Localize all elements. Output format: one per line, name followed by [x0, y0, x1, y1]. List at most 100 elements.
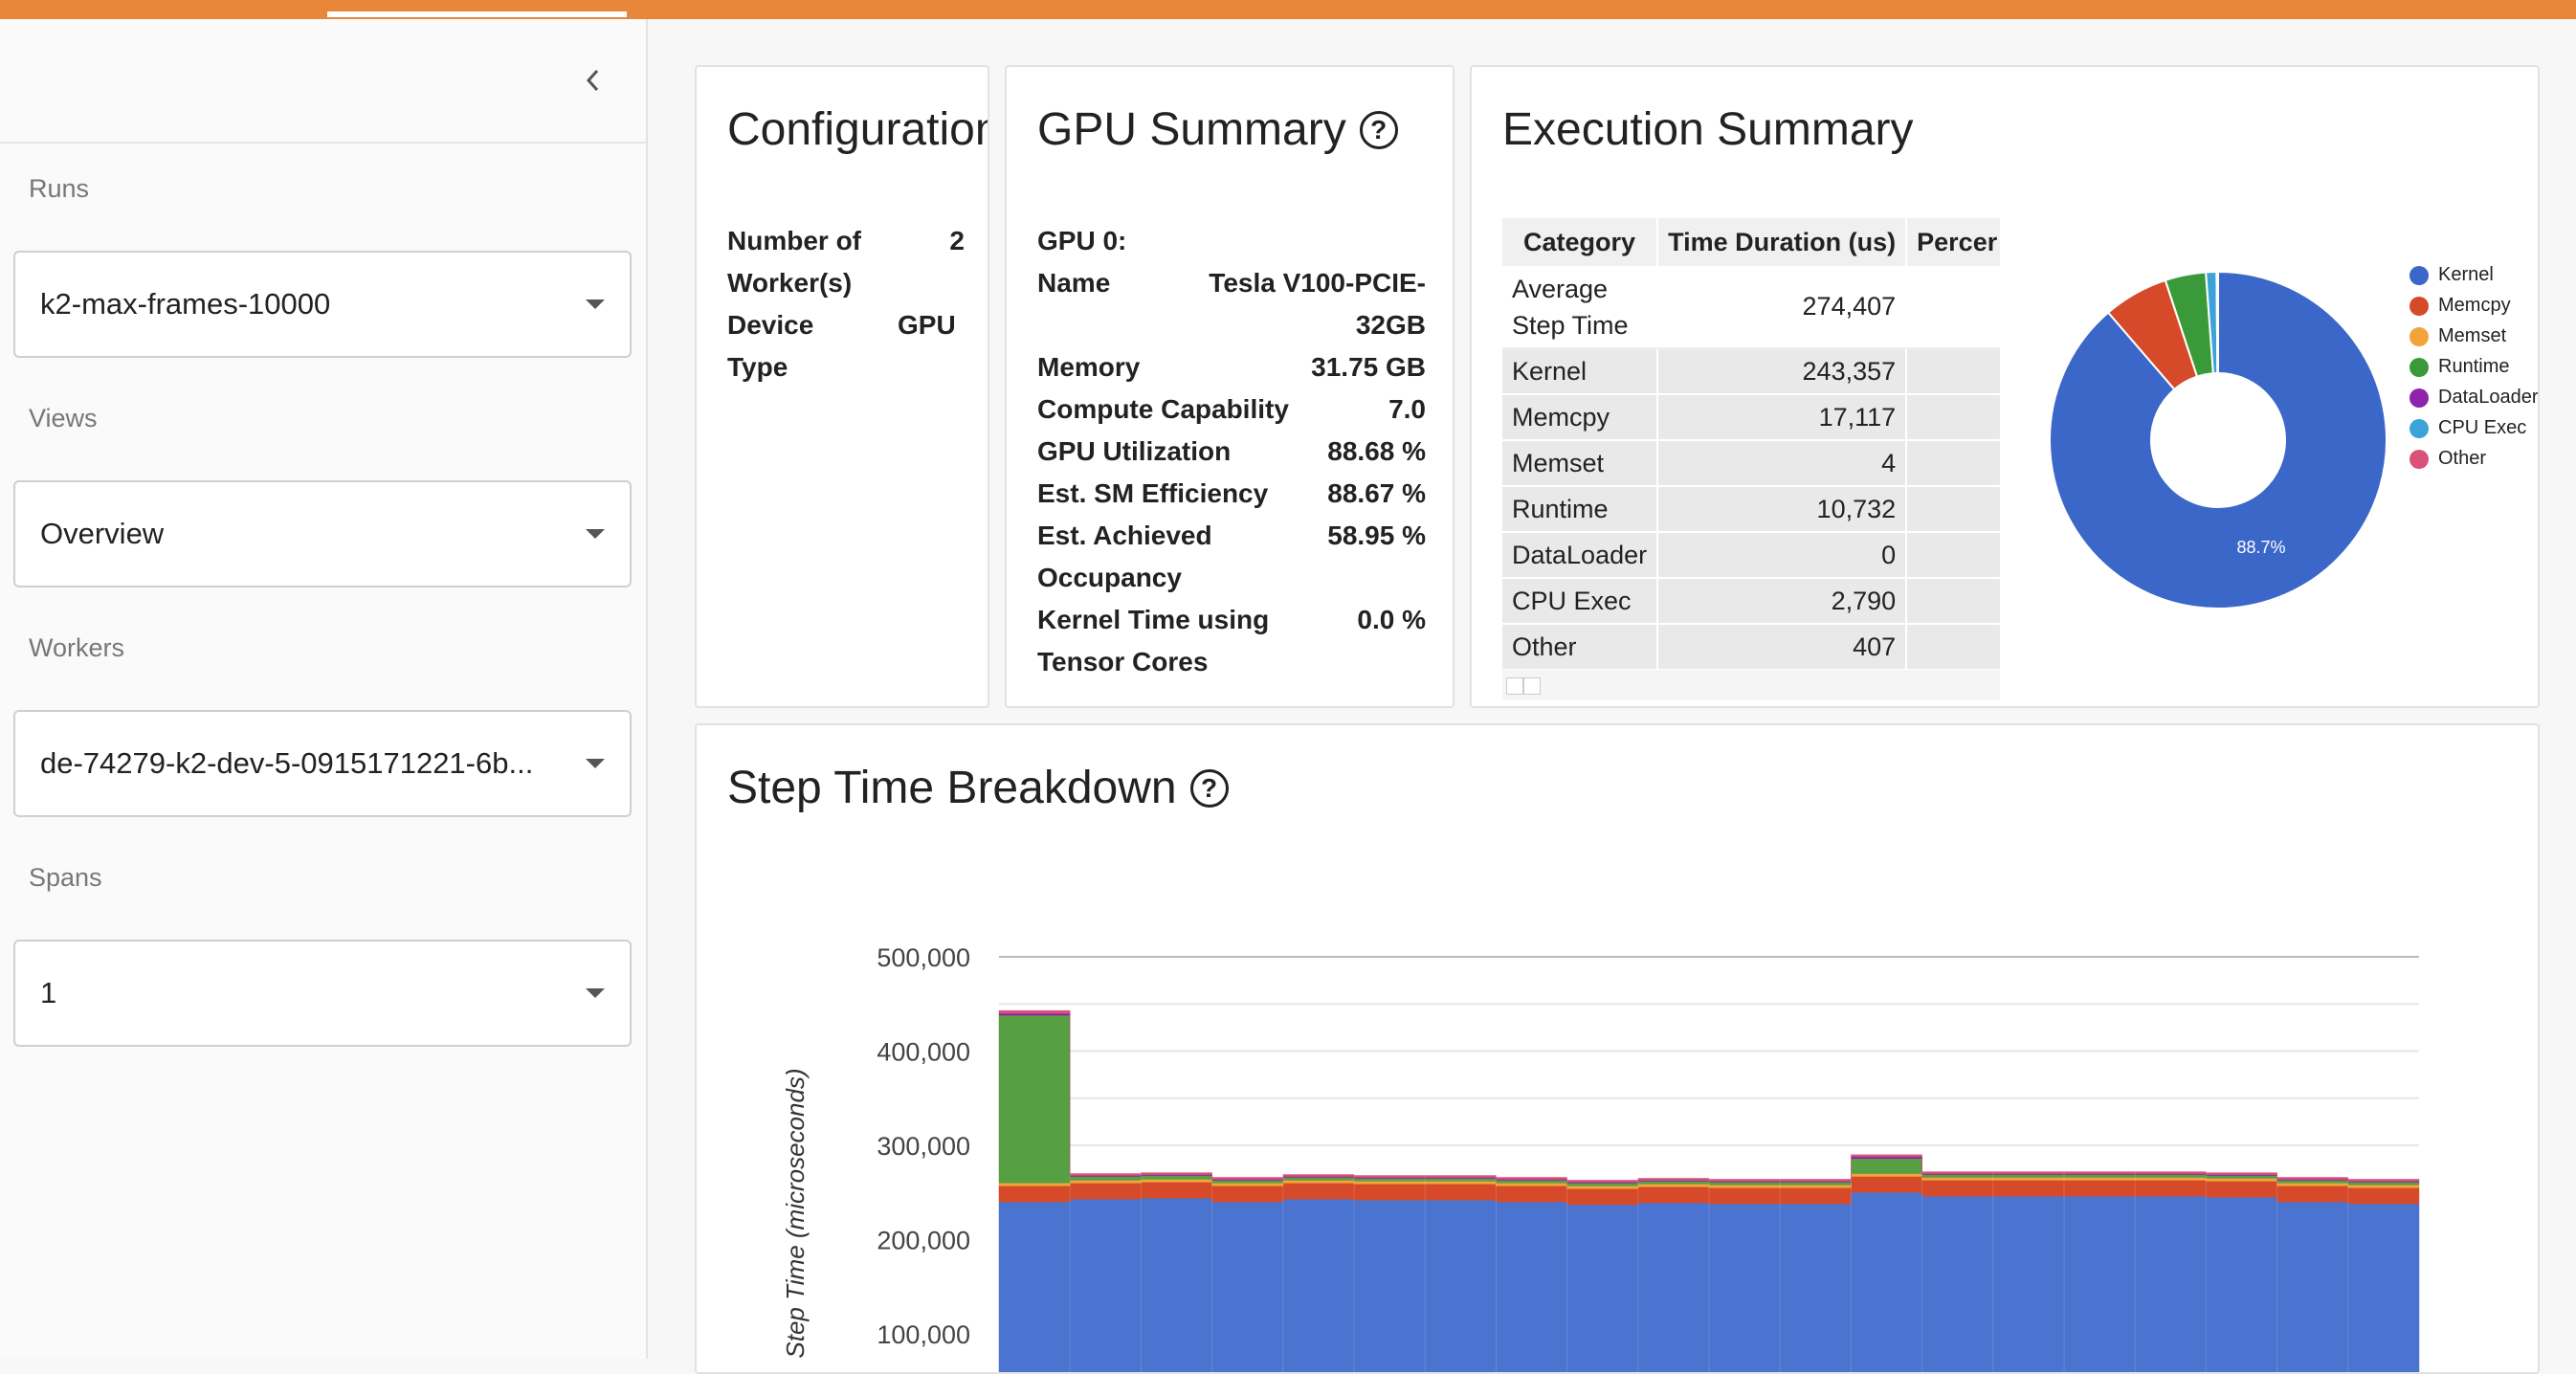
y-tick-label: 500,000 — [877, 943, 970, 972]
gpu-value: 31.75 GB — [1311, 352, 1426, 382]
config-key: Number of — [727, 226, 861, 255]
gpu-key: Occupancy — [1037, 563, 1182, 592]
gpu-value: 88.68 % — [1327, 436, 1426, 466]
legend-item-memset[interactable]: Memset — [2409, 325, 2506, 347]
runs-select[interactable]: k2-max-frames-10000 — [13, 251, 632, 358]
step-time-breakdown-card: Step Time Breakdown ? 100,000 200,000 300,… — [695, 723, 2540, 1374]
legend-label: DataLoader — [2438, 387, 2539, 408]
views-select[interactable]: Overview — [13, 480, 632, 587]
gpu-key: Est. Achieved — [1037, 521, 1212, 550]
configuration-card: Configuration Number of Worker(s) 2 Devi… — [695, 65, 989, 708]
dropdown-arrow-icon — [586, 529, 605, 539]
table-header[interactable]: Time Duration (us) — [1657, 218, 1908, 266]
legend-item-other[interactable]: Other — [2409, 448, 2486, 470]
table-header[interactable]: Percer — [1906, 218, 2000, 266]
legend-label: CPU Exec — [2438, 417, 2527, 438]
table-cell-percent — [1906, 578, 2000, 625]
category-text: Step Time — [1512, 310, 1629, 340]
help-icon[interactable]: ? — [1189, 768, 1229, 808]
table-cell-category: Runtime — [1502, 486, 1659, 533]
configuration-title: Configuration — [727, 104, 989, 155]
gpu-value: 0.0 % — [1357, 605, 1426, 634]
gpu-key: Kernel Time using — [1037, 605, 1270, 634]
legend-label: Memset — [2438, 325, 2507, 346]
table-cell-category: CPU Exec — [1502, 578, 1659, 625]
legend-item-kernel[interactable]: Kernel — [2409, 264, 2494, 286]
pie-slice-other[interactable] — [2215, 270, 2219, 375]
config-key: Device — [727, 310, 814, 340]
scroll-left-button[interactable] — [1506, 677, 1523, 695]
legend-item-memcpy[interactable]: Memcpy — [2409, 295, 2511, 317]
active-tab-indicator — [327, 11, 627, 17]
area-series-cpu-exec[interactable] — [998, 1009, 2420, 1183]
pie-slice-kernel[interactable] — [2049, 270, 2387, 609]
table-header-row: Category Time Duration (us) Percer — [1502, 218, 2000, 266]
table-cell-value: 2,790 — [1657, 578, 1908, 625]
legend-item-cpu-exec[interactable]: CPU Exec — [2409, 417, 2526, 439]
spans-select-value: 1 — [40, 976, 57, 1009]
config-row-device: Device Type GPU — [727, 304, 965, 388]
gpu-key: Tensor Cores — [1037, 647, 1209, 676]
table-cell-category: Memset — [1502, 440, 1659, 487]
area-series-runtime[interactable] — [998, 1014, 2420, 1186]
legend-item-dataloader[interactable]: DataLoader — [2409, 387, 2539, 409]
y-axis-label: Step Time (microseconds) — [781, 1068, 810, 1358]
table-row: DataLoader 0 — [1502, 532, 2000, 579]
dropdown-arrow-icon — [586, 759, 605, 768]
legend-label: Other — [2438, 448, 2487, 469]
step-time-area-chart[interactable]: 100,000200,000300,000400,000500,000Step … — [697, 725, 2540, 1374]
table-cell-percent — [1906, 532, 2000, 579]
table-cell-value: 243,357 — [1657, 348, 1908, 395]
gpu-key: GPU Utilization — [1037, 436, 1232, 466]
views-select-value: Overview — [40, 517, 165, 550]
runs-label: Runs — [29, 174, 90, 203]
step-time-breakdown-title: Step Time Breakdown ? — [727, 762, 1229, 814]
y-tick-label: 100,000 — [877, 1320, 970, 1349]
config-key: Worker(s) — [727, 268, 853, 298]
table-cell-category: Kernel — [1502, 348, 1659, 395]
gpu-summary-title-text: GPU Summary — [1037, 104, 1346, 155]
table-cell-value: 10,732 — [1657, 486, 1908, 533]
dropdown-arrow-icon — [586, 299, 605, 309]
workers-select[interactable]: de-74279-k2-dev-5-0915171221-6b... — [13, 710, 632, 817]
table-cell-percent — [1906, 266, 2000, 349]
table-cell-value: 17,117 — [1657, 394, 1908, 441]
collapse-sidebar-button[interactable] — [574, 59, 612, 101]
y-tick-label: 200,000 — [877, 1227, 970, 1255]
y-tick-label: 400,000 — [877, 1038, 970, 1067]
gpu-key: Name — [1037, 268, 1111, 298]
legend-label: Kernel — [2438, 264, 2494, 285]
gpu-label: GPU 0: — [1037, 226, 1127, 255]
gpu-value: 7.0 — [1388, 394, 1426, 424]
table-row: Kernel 243,357 — [1502, 348, 2000, 395]
runs-select-value: k2-max-frames-10000 — [40, 287, 331, 321]
y-tick-label: 300,000 — [877, 1132, 970, 1161]
gpu-summary-list: GPU 0: Name Tesla V100-PCIE- 32GB Memory… — [1037, 220, 1426, 676]
views-label: Views — [29, 404, 98, 432]
help-icon[interactable]: ? — [1359, 110, 1398, 149]
legend-swatch — [2409, 449, 2429, 469]
chevron-left-icon — [586, 69, 599, 92]
legend-item-runtime[interactable]: Runtime — [2409, 356, 2509, 378]
table-cell-percent — [1906, 348, 2000, 395]
step-time-breakdown-title-text: Step Time Breakdown — [727, 763, 1177, 813]
gpu-summary-card: GPU Summary ? GPU 0: Name Tesla V100-PCI… — [1005, 65, 1455, 708]
execution-table-container[interactable]: Category Time Duration (us) Percer Avera… — [1502, 218, 2000, 670]
config-value: 2 — [949, 226, 965, 255]
table-cell-value: 274,407 — [1657, 266, 1908, 349]
table-row: Other 407 — [1502, 624, 2000, 670]
table-cell-value: 407 — [1657, 624, 1908, 670]
gpu-value: 32GB — [1355, 310, 1426, 340]
spans-select[interactable]: 1 — [13, 940, 632, 1047]
table-cell-value: 4 — [1657, 440, 1908, 487]
execution-pie-chart[interactable]: 88.7% — [2027, 249, 2409, 632]
legend-swatch — [2409, 296, 2429, 316]
table-cell-category: Other — [1502, 624, 1659, 670]
legend-swatch — [2409, 265, 2429, 285]
table-header[interactable]: Category — [1502, 218, 1659, 266]
table-horizontal-scrollbar[interactable] — [1502, 670, 2000, 700]
table-row: Memset 4 — [1502, 440, 2000, 487]
scroll-right-button[interactable] — [1523, 677, 1541, 695]
config-value: GPU — [898, 310, 956, 340]
table-row: Runtime 10,732 — [1502, 486, 2000, 533]
